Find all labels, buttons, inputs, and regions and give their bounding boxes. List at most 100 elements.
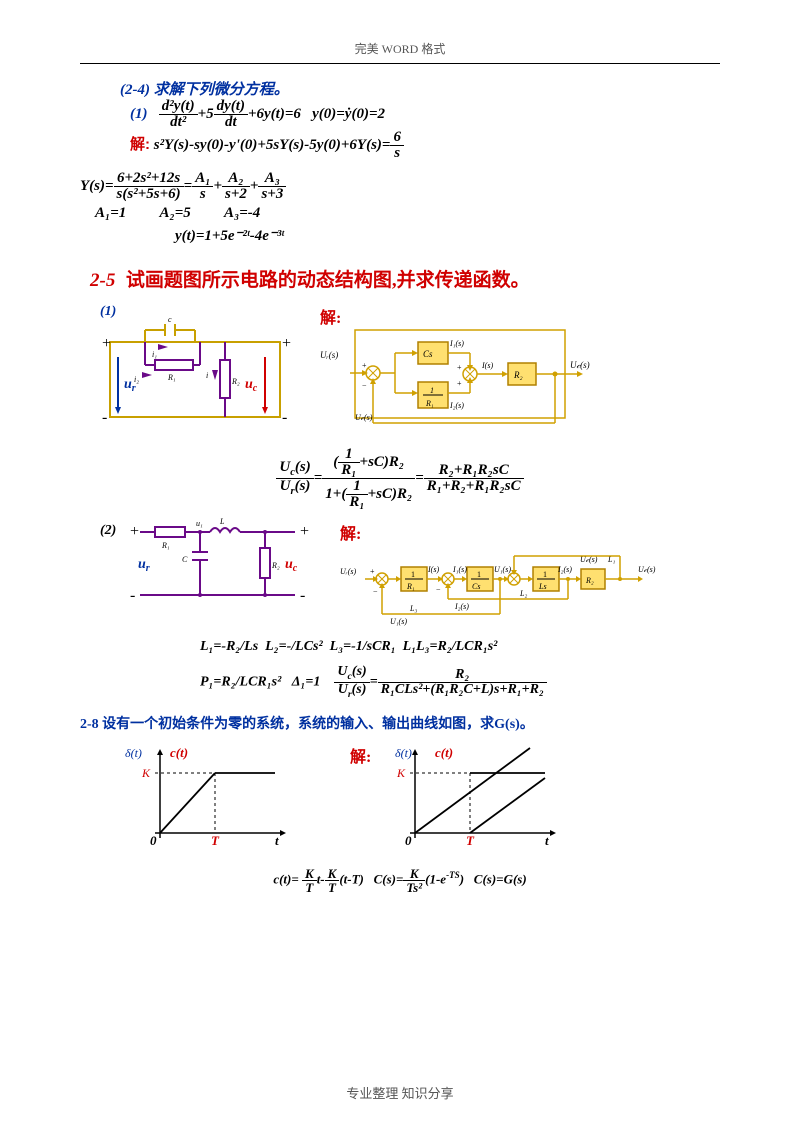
page-footer: 专业整理 知识分享 (0, 1083, 800, 1102)
i1-sig: I₁(s) (449, 339, 464, 348)
r2-c2: R₂ (271, 561, 280, 570)
circuit1: (1) c i₁ R₁ (100, 304, 290, 437)
blockdiag2: 解: Uᵣ(s) + − 1 R₁ I(s) − (340, 520, 680, 629)
r1-label: R₁ (167, 373, 176, 382)
p24-eq1-label: (1) (130, 106, 148, 122)
sum-plus: + (362, 361, 367, 370)
minus-r: - (282, 409, 287, 426)
graph2-wrap: 解: δ(t) c(t) K 0 T t (350, 743, 565, 853)
s25-num: 2-5 (90, 270, 115, 291)
plus-l: + (102, 335, 111, 352)
i2-sig: I₂(s) (449, 401, 464, 410)
u1-c2: u₁ (196, 519, 203, 528)
i-sig: I(s) (481, 361, 493, 370)
s2p: + (370, 567, 375, 576)
page-header: 完美 WORD 格式 (80, 40, 720, 57)
circuit2-svg: (2) + + - - R₁ u₁ L (100, 520, 310, 610)
r1inv-num: 1 (430, 386, 434, 395)
graph2: δ(t) c(t) K 0 T t (375, 743, 565, 853)
u1fb: U₁(s) (390, 617, 407, 626)
c-c2: C (182, 555, 188, 564)
r1-c2: R₁ (161, 541, 170, 550)
c1-label: (1) (100, 304, 290, 320)
zero1: 0 (150, 833, 157, 848)
c2-plus1: + (130, 523, 139, 540)
p28-eq: c(t)= KTt-KT(t-T) C(s)=KTs²(1-e-TS) C(s)… (80, 867, 720, 894)
t1: t (275, 833, 279, 848)
ucs2: U𝒸(s) (638, 565, 656, 574)
p2: + (457, 379, 462, 388)
p24-jie: 解: s²Y(s)-sy(0)-y'(0)+5sY(s)-5y(0)+6Y(s)… (130, 130, 720, 161)
p1: + (457, 363, 462, 372)
c2-plus2: + (300, 523, 309, 540)
c2-minus2: - (300, 587, 305, 604)
c2-loops: L₁=-R₂/Ls L₂=-/LCs² L₃=-1/sCR₁ L₁L₃=R₂/L… (200, 639, 720, 655)
b2a: 1 (411, 570, 415, 579)
p24-eq1: (1) d²y(t)dt²+5dy(t)dt+6y(t)=6 y(0)=ẏ(0)… (130, 99, 720, 130)
ct1: c(t) (170, 745, 188, 760)
a2: A₂=5 (160, 205, 191, 221)
graph1: δ(t) c(t) K 0 T t (120, 743, 290, 853)
s3m: − (436, 585, 441, 594)
delta1: δ(t) (125, 746, 142, 760)
i2fb: I₂(s) (454, 602, 469, 611)
r2b: R₂ (585, 576, 594, 585)
s25-title: 2-5 试画题图所示电路的动态结构图,并求传递函数。 (90, 265, 720, 292)
cs-box: Cs (423, 349, 433, 359)
c2-minus1: - (130, 587, 135, 604)
K1: K (141, 766, 151, 780)
top-rule (80, 63, 720, 64)
uc-sig: U𝒸(s) (570, 360, 590, 370)
a3: A₃=-4 (224, 205, 260, 221)
T2: T (466, 833, 475, 848)
t2: t (545, 833, 549, 848)
c-label: c (168, 315, 172, 324)
K2: K (396, 766, 406, 780)
r2-box: R₂ (513, 370, 523, 380)
delta2: δ(t) (395, 746, 412, 760)
c2-tf: P₁=R₂/LCR₁s² Δ₁=1 Uc(s)Ur(s)=R₂R₁CLs²+(R… (200, 665, 720, 699)
b2b: R₁ (406, 582, 415, 591)
ct2: c(t) (435, 745, 453, 760)
circuit1-svg: c i₁ R₁ i₂ R₂ i + (100, 322, 290, 432)
s2m: − (373, 587, 378, 596)
i1s: I₁(s) (452, 565, 467, 574)
p24-coeffs: A₁=1 A₂=5 A₃=-4 (95, 202, 720, 225)
b3b: Cs (472, 582, 480, 591)
p28-text: 2-8 设有一个初始条件为零的系统，系统的输入、输出曲线如图，求G(s)。 (80, 717, 534, 732)
p28-graphs: δ(t) c(t) K 0 T t 解: δ(t) c(t) (120, 743, 720, 853)
ucfb-sig: U𝒸(s) (355, 413, 373, 422)
page: 完美 WORD 格式 (2-4) 求解下列微分方程。 (1) d²y(t)dt²… (0, 0, 800, 1132)
u1s: U₁(s) (494, 565, 511, 574)
ur2s: Uᵣ(s) (340, 567, 357, 576)
p24-yt: y(t)=1+5e⁻²ᵗ-4e⁻³ᵗ (175, 225, 720, 248)
uc-label: uc (245, 377, 258, 394)
block2-svg: Uᵣ(s) + − 1 R₁ I(s) − 1 Cs (340, 544, 680, 624)
b4b: Ls (538, 582, 547, 591)
jie-label: 解: (130, 136, 150, 153)
zero2: 0 (405, 833, 412, 848)
plus-r: + (282, 335, 291, 352)
jie2: 解: (340, 520, 680, 544)
s25-text: 试画题图所示电路的动态结构图,并求传递函数。 (126, 270, 530, 291)
L2: L₂ (519, 589, 527, 598)
ur-sig: Uᵣ(s) (320, 350, 338, 360)
i1-label: i₁ (152, 350, 157, 359)
c2-label: (2) (100, 523, 116, 538)
p24-ys: Y(s)=6+2s²+12ss(s²+5s+6)=A₁s+A₂s+2+A₃s+3 (80, 171, 720, 202)
l-c2: L (219, 517, 225, 526)
i-label: i (206, 371, 208, 380)
jie3: 解: (350, 749, 371, 766)
i2s: I₂(s) (557, 565, 572, 574)
b4a: 1 (543, 570, 547, 579)
blockdiag1: 解: Uᵣ(s) + − (320, 304, 610, 433)
L3: L₃ (409, 604, 417, 613)
a1: A₁=1 (95, 205, 126, 221)
circuit1-row: (1) c i₁ R₁ (100, 304, 720, 437)
circuit2: (2) + + - - R₁ u₁ L (100, 520, 310, 615)
p28-title: 2-8 设有一个初始条件为零的系统，系统的输入、输出曲线如图，求G(s)。 (80, 713, 720, 733)
uc2: uc (285, 557, 298, 574)
r1inv-den: R₁ (425, 399, 434, 408)
T1: T (211, 833, 220, 848)
is: I(s) (427, 565, 439, 574)
